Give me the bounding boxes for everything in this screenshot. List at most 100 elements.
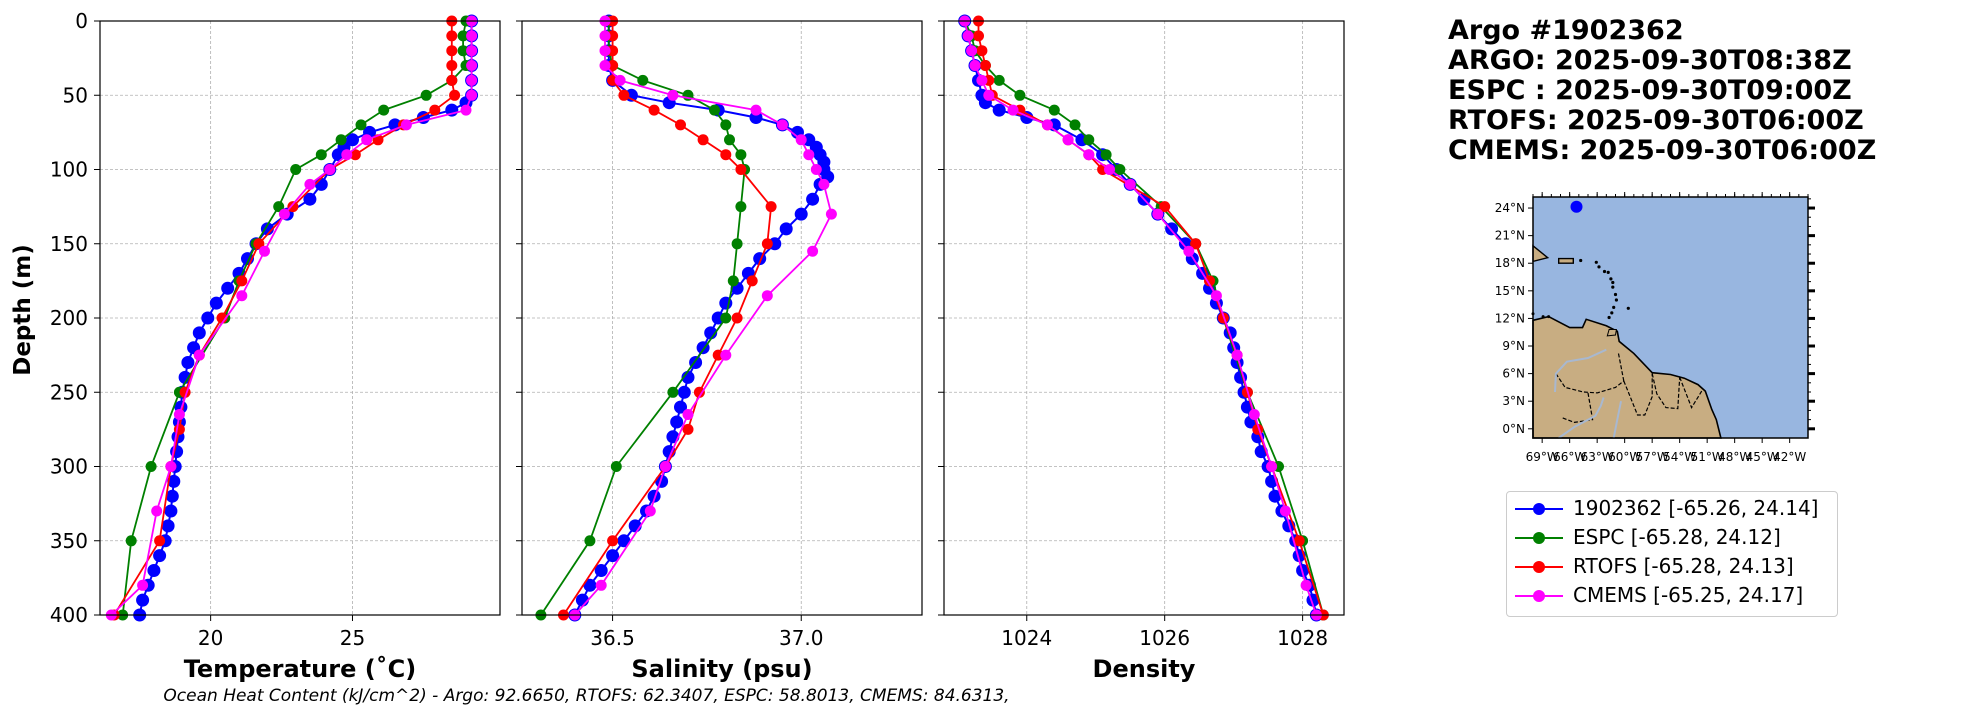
header-rtofs-time: RTOFS: 2025-09-30T06:00Z xyxy=(1448,105,1864,136)
temperature-point-espc xyxy=(145,461,157,472)
temperature-point-1902362 xyxy=(331,148,345,162)
density-point-rtofs xyxy=(1293,535,1305,547)
map-island xyxy=(1607,315,1611,320)
temperature-point-1902362 xyxy=(303,192,317,206)
salinity-point-cmems xyxy=(776,119,788,131)
density-xtick-label: 1028 xyxy=(1277,626,1328,650)
temperature-point-1902362 xyxy=(164,504,178,518)
salinity-point-rtofs xyxy=(731,312,743,324)
density-point-cmems xyxy=(1062,134,1074,146)
density-point-espc xyxy=(1014,89,1026,101)
salinity-point-cmems xyxy=(659,461,671,472)
salinity-point-rtofs xyxy=(720,149,732,161)
map-island xyxy=(1611,285,1615,289)
legend-marker-espc xyxy=(1515,532,1563,544)
depth-tick-label: 200 xyxy=(50,306,88,330)
salinity-point-cmems xyxy=(644,505,656,517)
salinity-point-cmems xyxy=(667,89,679,101)
salinity-point-1902362 xyxy=(794,207,808,221)
salinity-point-espc xyxy=(584,535,596,547)
ocean-heat-content-note: Ocean Heat Content (kJ/cm^2) - Argo: 92.… xyxy=(163,686,1010,706)
salinity-point-cmems xyxy=(825,208,837,220)
temperature-point-1902362 xyxy=(209,296,223,310)
temperature-point-cmems xyxy=(466,74,478,86)
legend-label-argo: 1902362 [-65.26, 24.14] xyxy=(1573,496,1819,520)
salinity-point-rtofs xyxy=(607,60,619,71)
salinity-point-rtofs xyxy=(697,134,709,146)
salinity-point-rtofs xyxy=(682,423,694,435)
salinity-point-rtofs xyxy=(761,238,773,250)
depth-tick-label: 350 xyxy=(50,529,88,553)
temperature-point-1902362 xyxy=(201,311,215,325)
salinity-point-cmems xyxy=(818,178,830,190)
salinity-point-rtofs xyxy=(607,30,619,42)
density-point-cmems xyxy=(1104,164,1115,175)
legend-label-espc: ESPC [-65.28, 24.12] xyxy=(1573,525,1781,549)
density-point-cmems xyxy=(1248,409,1260,420)
map-island xyxy=(1611,280,1615,285)
temperature-point-cmems xyxy=(165,461,177,472)
density-point-espc xyxy=(1114,164,1126,175)
temperature-point-rtofs xyxy=(446,45,458,57)
map-lon-label: 42°W xyxy=(1773,450,1806,464)
map-land-trinidad xyxy=(1606,329,1617,337)
salinity-point-espc xyxy=(720,119,732,131)
salinity-point-cmems xyxy=(599,45,611,57)
density-point-cmems xyxy=(1083,149,1095,161)
density-point-cmems xyxy=(1007,104,1019,116)
temperature-point-1902362 xyxy=(136,593,150,607)
density-point-rtofs xyxy=(973,30,984,42)
temperature-point-rtofs xyxy=(429,104,441,116)
map-lat-label: 6°N xyxy=(1502,367,1525,381)
salinity-xtick-label: 37.0 xyxy=(779,626,824,650)
depth-tick-label: 150 xyxy=(50,232,88,256)
salinity-point-rtofs xyxy=(607,45,619,57)
density-axis-label: Density xyxy=(1093,655,1196,683)
map-island xyxy=(1594,260,1598,264)
temperature-point-cmems xyxy=(173,409,185,420)
depth-tick-label: 50 xyxy=(63,83,88,107)
salinity-point-rtofs xyxy=(735,164,747,175)
density-point-cmems xyxy=(1231,349,1243,361)
salinity-point-cmems xyxy=(595,579,607,591)
temperature-point-rtofs xyxy=(446,60,458,71)
temperature-xtick-label: 20 xyxy=(198,626,223,650)
salinity-point-1902362 xyxy=(677,385,691,399)
salinity-point-espc xyxy=(735,149,747,161)
temperature-point-espc xyxy=(457,45,469,57)
temperature-point-cmems xyxy=(466,60,478,71)
temperature-point-espc xyxy=(290,164,302,175)
header-argo-time: ARGO: 2025-09-30T08:38Z xyxy=(1448,45,1852,76)
legend-label-cmems: CMEMS [-65.25, 24.17] xyxy=(1573,583,1804,607)
map-island xyxy=(1541,315,1545,319)
temperature-point-cmems xyxy=(236,290,248,302)
temperature-point-cmems xyxy=(361,134,373,146)
map-lon-label: 48°W xyxy=(1718,450,1751,464)
salinity-point-rtofs xyxy=(618,89,630,101)
salinity-point-1902362 xyxy=(583,578,597,592)
density-point-cmems xyxy=(1183,245,1195,257)
density-point-cmems xyxy=(1124,178,1136,190)
temperature-point-espc xyxy=(420,89,432,101)
temperature-point-espc xyxy=(457,30,469,42)
density-point-cmems xyxy=(962,30,974,42)
temperature-xtick-label: 25 xyxy=(340,626,365,650)
temperature-point-1902362 xyxy=(165,489,179,503)
temperature-point-cmems xyxy=(259,245,270,257)
map-border xyxy=(1555,373,1625,394)
density-point-espc xyxy=(1048,104,1060,116)
salinity-point-cmems xyxy=(810,164,822,175)
map-island xyxy=(1597,265,1601,269)
density-point-rtofs xyxy=(1204,275,1215,287)
map-float-marker xyxy=(1570,200,1583,213)
legend-label-rtofs: RTOFS [-65.28, 24.13] xyxy=(1573,554,1794,578)
map-lat-label: 15°N xyxy=(1495,284,1525,298)
temperature-point-espc xyxy=(315,149,327,161)
header-cmems-time: CMEMS: 2025-09-30T06:00Z xyxy=(1448,135,1877,166)
temperature-panel: 0 50 100 150 200 250 300 350 400 20 25 Temperature … xyxy=(50,9,501,683)
salinity-point-cmems xyxy=(803,149,815,161)
map-lat-label: 12°N xyxy=(1495,311,1525,325)
temperature-point-cmems xyxy=(193,349,205,361)
density-point-cmems xyxy=(1266,461,1278,472)
temperature-axis-label: Temperature (˚C) xyxy=(184,655,417,683)
